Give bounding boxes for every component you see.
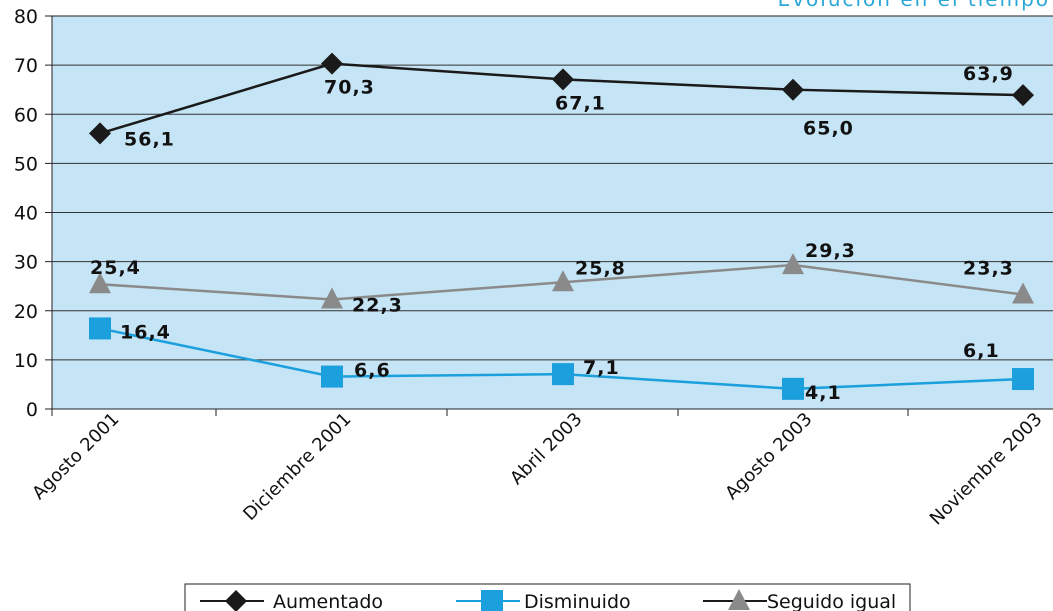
legend-label: Disminuido [524, 591, 631, 611]
data-point [89, 272, 111, 294]
legend-marker [481, 590, 503, 611]
legend-label: Seguido igual [767, 591, 896, 611]
data-point [552, 270, 574, 292]
data-labels: 56,1 70,3 67,1 65,0 63,9 16,4 6,6 7,1 4,1 6,1 25,4… [90, 63, 1014, 404]
x-tick-label: Abril 2003 [506, 409, 586, 489]
series-markers [89, 52, 1034, 400]
y-axis: 0 10 20 30 40 50 60 70 80 [14, 6, 52, 421]
y-tick-label: 20 [14, 301, 38, 323]
data-label: 25,8 [575, 257, 626, 279]
data-point [321, 52, 343, 75]
data-label: 16,4 [120, 321, 171, 343]
data-label: 65,0 [803, 118, 854, 140]
legend-label: Aumentado [273, 591, 383, 611]
x-tick-label: Agosto 2001 [28, 409, 123, 504]
legend-box [184, 583, 911, 611]
data-point [89, 317, 111, 340]
data-point [782, 253, 804, 275]
data-label: 70,3 [324, 77, 375, 99]
data-label: 63,9 [963, 63, 1014, 85]
data-point [89, 122, 111, 145]
data-label: 25,4 [90, 257, 141, 279]
legend: Aumentado Disminuido Seguido igual [184, 583, 911, 611]
data-label: 4,1 [805, 382, 842, 404]
data-label: 23,3 [963, 258, 1014, 280]
data-point [1012, 84, 1034, 107]
legend-marker [225, 590, 247, 611]
data-label: 67,1 [555, 92, 606, 114]
data-point [782, 377, 804, 400]
data-label: 6,1 [963, 340, 1000, 362]
data-label: 22,3 [352, 294, 403, 316]
data-point [1012, 368, 1034, 391]
plot-frame [51, 15, 1053, 410]
y-tick-label: 10 [14, 350, 38, 372]
y-tick-label: 50 [14, 153, 38, 175]
y-tick-label: 70 [14, 55, 38, 77]
x-tick-label: Noviembre 2003 [926, 409, 1047, 530]
x-axis: Agosto 2001 Diciembre 2001 Abril 2003 Agost… [28, 409, 1047, 530]
x-tick-label: Diciembre 2001 [239, 409, 355, 525]
gridlines [52, 64, 1053, 361]
data-point [321, 287, 343, 309]
legend-marker [728, 589, 750, 610]
data-label: 56,1 [124, 128, 175, 150]
y-tick-label: 30 [14, 252, 38, 274]
data-point [552, 363, 574, 386]
data-point [1012, 282, 1034, 304]
y-tick-label: 0 [26, 399, 38, 421]
data-point [782, 78, 804, 101]
y-tick-label: 40 [14, 203, 38, 225]
x-tick-label: Agosto 2003 [721, 409, 816, 504]
y-tick-label: 60 [14, 104, 38, 126]
data-point [321, 365, 343, 388]
chart-title: Evolución en el tiempo [778, 0, 1050, 11]
data-label: 6,6 [354, 360, 391, 382]
y-tick-label: 80 [14, 6, 38, 28]
data-point [552, 68, 574, 91]
data-label: 29,3 [805, 240, 856, 262]
data-label: 7,1 [583, 357, 620, 379]
